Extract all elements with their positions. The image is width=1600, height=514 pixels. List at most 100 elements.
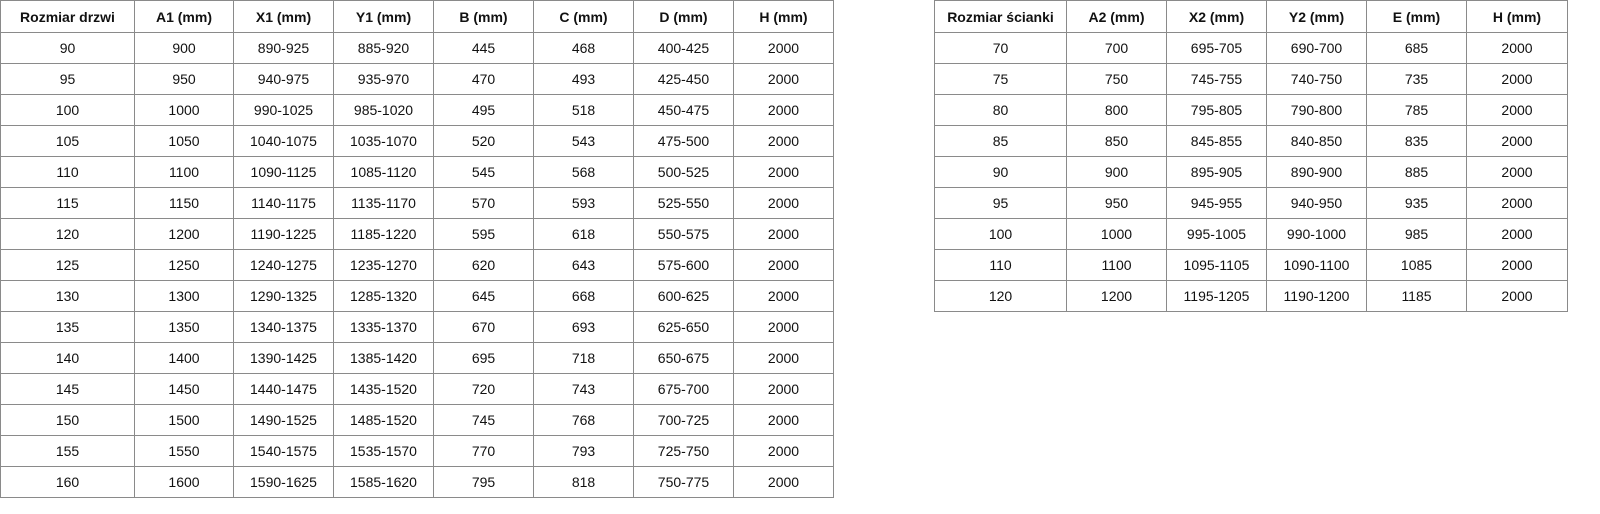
table-cell: 700	[1066, 32, 1167, 64]
table-cell: 95	[0, 63, 135, 95]
column-header: Y1 (mm)	[333, 0, 434, 33]
table-cell: 1195-1205	[1166, 280, 1267, 312]
table-cell: 895-905	[1166, 156, 1267, 188]
table-cell: 1490-1525	[233, 404, 334, 436]
table-cell: 1135-1170	[333, 187, 434, 219]
table-cell: 2000	[733, 94, 834, 126]
table-cell: 840-850	[1266, 125, 1367, 157]
table-cell: 2000	[733, 311, 834, 343]
table-cell: 2000	[733, 32, 834, 64]
table-cell: 1440-1475	[233, 373, 334, 405]
table-cell: 985	[1366, 218, 1467, 250]
table-cell: 1085	[1366, 249, 1467, 281]
table-row: 110 1100 1095-1105 1090-1100 1085 2000	[934, 249, 1568, 281]
table-cell: 568	[533, 156, 634, 188]
table-cell: 160	[0, 466, 135, 498]
table-cell: 400-425	[633, 32, 734, 64]
table-cell: 2000	[733, 404, 834, 436]
table-cell: 900	[134, 32, 234, 64]
table-cell: 835	[1366, 125, 1467, 157]
table-cell: 1190-1200	[1266, 280, 1367, 312]
table-cell: 800	[1066, 94, 1167, 126]
table-cell: 743	[533, 373, 634, 405]
table-row: 80 800 795-805 790-800 785 2000	[934, 94, 1568, 126]
table-cell: 155	[0, 435, 135, 467]
table-cell: 1300	[134, 280, 234, 312]
table-cell: 1200	[1066, 280, 1167, 312]
table-cell: 150	[0, 404, 135, 436]
column-header: Rozmiar ścianki	[934, 0, 1067, 33]
table-row: 130 1300 1290-1325 1285-1320 645 668 600-625 20…	[0, 280, 834, 312]
table-cell: 495	[433, 94, 534, 126]
table-cell: 1040-1075	[233, 125, 334, 157]
table-cell: 618	[533, 218, 634, 250]
table-cell: 670	[433, 311, 534, 343]
table-row: 140 1400 1390-1425 1385-1420 695 718 650-675 20…	[0, 342, 834, 374]
table-row: 90 900 890-925 885-920 445 468 400-425 2000	[0, 32, 834, 64]
table-cell: 425-450	[633, 63, 734, 95]
table-cell: 1140-1175	[233, 187, 334, 219]
table-cell: 450-475	[633, 94, 734, 126]
table-cell: 600-625	[633, 280, 734, 312]
table-cell: 85	[934, 125, 1067, 157]
table-cell: 1100	[1066, 249, 1167, 281]
table-cell: 2000	[733, 156, 834, 188]
table-cell: 545	[433, 156, 534, 188]
table-row: 120 1200 1190-1225 1185-1220 595 618 550-575 20…	[0, 218, 834, 250]
table-cell: 695-705	[1166, 32, 1267, 64]
table-cell: 1150	[134, 187, 234, 219]
column-header: X1 (mm)	[233, 0, 334, 33]
table-cell: 1095-1105	[1166, 249, 1267, 281]
table-cell: 650-675	[633, 342, 734, 374]
column-header: Y2 (mm)	[1266, 0, 1367, 33]
table-cell: 1550	[134, 435, 234, 467]
table-cell: 2000	[1466, 156, 1568, 188]
table-cell: 1435-1520	[333, 373, 434, 405]
table-cell: 570	[433, 187, 534, 219]
table-cell: 1290-1325	[233, 280, 334, 312]
table-cell: 885-920	[333, 32, 434, 64]
table-cell: 720	[433, 373, 534, 405]
table-cell: 2000	[733, 218, 834, 250]
table-row: 150 1500 1490-1525 1485-1520 745 768 700-725 20…	[0, 404, 834, 436]
table-cell: 1235-1270	[333, 249, 434, 281]
table-cell: 1050	[134, 125, 234, 157]
table-cell: 1100	[134, 156, 234, 188]
table-cell: 70	[934, 32, 1067, 64]
table-cell: 2000	[1466, 280, 1568, 312]
table-cell: 1485-1520	[333, 404, 434, 436]
table-row: 70 700 695-705 690-700 685 2000	[934, 32, 1568, 64]
table-cell: 110	[934, 249, 1067, 281]
table-cell: 1600	[134, 466, 234, 498]
table-cell: 1585-1620	[333, 466, 434, 498]
table-cell: 1500	[134, 404, 234, 436]
column-header: X2 (mm)	[1166, 0, 1267, 33]
table-cell: 668	[533, 280, 634, 312]
table-cell: 950	[1066, 187, 1167, 219]
table-cell: 1535-1570	[333, 435, 434, 467]
table-cell: 740-750	[1266, 63, 1367, 95]
table-row: 135 1350 1340-1375 1335-1370 670 693 625-650 20…	[0, 311, 834, 343]
table-cell: 470	[433, 63, 534, 95]
table-cell: 1200	[134, 218, 234, 250]
column-header: H (mm)	[1466, 0, 1568, 33]
table-cell: 1340-1375	[233, 311, 334, 343]
table-cell: 785	[1366, 94, 1467, 126]
table-cell: 645	[433, 280, 534, 312]
table-cell: 130	[0, 280, 135, 312]
table-cell: 2000	[733, 466, 834, 498]
table-cell: 1085-1120	[333, 156, 434, 188]
column-header: D (mm)	[633, 0, 734, 33]
table-cell: 120	[0, 218, 135, 250]
table-cell: 90	[0, 32, 135, 64]
table-cell: 935-970	[333, 63, 434, 95]
table-cell: 690-700	[1266, 32, 1367, 64]
table-cell: 2000	[1466, 63, 1568, 95]
table-cell: 135	[0, 311, 135, 343]
table-cell: 2000	[733, 342, 834, 374]
table-cell: 500-525	[633, 156, 734, 188]
table-cell: 593	[533, 187, 634, 219]
table-cell: 493	[533, 63, 634, 95]
table-cell: 940-975	[233, 63, 334, 95]
header-row: Rozmiar ścianki A2 (mm) X2 (mm) Y2 (mm) E (m…	[934, 0, 1568, 33]
